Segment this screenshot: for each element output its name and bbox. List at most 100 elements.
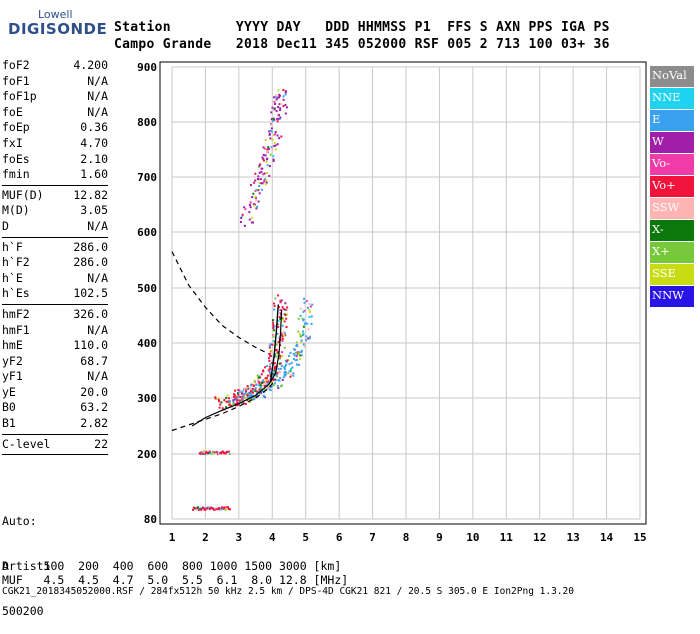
trace-point [290,373,293,376]
trace-point [268,388,271,391]
trace-point [199,452,202,455]
trace-point [254,390,257,393]
trace-point [262,370,265,373]
y-tick-label: 300 [137,392,157,405]
trace-point [234,394,237,397]
trace-point [274,148,277,151]
param-value: 68.7 [80,353,108,368]
param-row: hmF2 326.0 [2,307,108,323]
trace-point [238,389,241,392]
param-name: hmE [2,338,23,353]
trace-point [272,339,275,342]
trace-point [248,218,251,221]
trace-point [242,393,245,396]
h-profile-line [269,304,279,382]
trace-point [253,396,256,399]
trace-point [286,313,289,316]
trace-point [264,377,267,380]
dashed-curve-upper [171,251,270,355]
trace-point [273,308,276,311]
trace-point [260,188,263,191]
legend: NoVal NNE E W Vo- Vo+ SSW X- X+ SSE NNW [650,66,694,308]
trace-point [303,309,306,312]
param-name: h`E [2,270,23,285]
trace-point [212,507,215,510]
trace-point [285,361,288,364]
trace-point [255,383,258,386]
trace-point [273,118,276,121]
legend-item-ssw: SSW [650,198,694,219]
param-row: yE 20.0 [2,385,108,401]
trace-point [288,363,291,366]
trace-point [219,403,222,406]
param-value: 3.05 [80,203,108,218]
trace-point [276,120,279,123]
trace-point [260,373,263,376]
trace-point [251,216,254,219]
trace-point [273,371,276,374]
trace-point [260,182,263,185]
trace-point [275,371,278,374]
trace-point [257,200,260,203]
param-name: h`Es [2,286,30,301]
trace-point [268,352,271,355]
trace-point [247,387,250,390]
trace-point [241,390,244,393]
trace-point [282,307,285,310]
trace-point [240,216,243,219]
param-value: N/A [87,270,108,285]
trace-point [249,384,252,387]
muf-row: MUF 4.5 4.5 4.7 5.0 5.5 6.1 8.0 12.8 [MH… [2,573,349,587]
x-tick-label: 7 [369,531,376,544]
trace-point [271,138,274,141]
trace-point [305,335,308,338]
trace-point [285,363,288,366]
trace-point [201,451,204,454]
trace-point [268,365,271,368]
trace-point [278,93,281,96]
trace-point [281,339,284,342]
trace-point [259,163,262,166]
trace-point [263,179,266,182]
ionogram-chart: 1 2 3 4 5 6 7 8 9 10 11 12 13 14 158020030040050060070… [137,61,647,544]
trace-point [272,334,275,337]
trace-point [266,157,269,160]
trace-point [265,171,268,174]
trace-point [253,181,256,184]
trace-point [247,393,250,396]
trace-point [237,388,240,391]
trace-point [268,344,271,347]
x-tick-label: 4 [269,531,276,544]
trace-point [266,379,269,382]
trace-point [284,365,287,368]
trace-point [282,376,285,379]
trace-point [262,394,265,397]
param-name: B1 [2,416,16,431]
param-value: 2.10 [80,151,108,166]
trace-point [301,317,304,320]
trace-point [249,201,252,204]
trace-point [267,146,270,149]
trace-point [272,155,275,158]
x-tick-label: 2 [202,531,209,544]
trace-point [275,96,278,99]
trace-point [310,322,313,325]
trace-point [228,452,231,455]
y-tick-label: 900 [137,61,157,74]
trace-point [291,366,294,369]
trace-point [261,173,264,176]
trace-point [297,330,300,333]
param-name: foF1p [2,89,37,104]
trace-point [267,382,270,385]
trace-point [195,508,198,511]
trace-point [264,366,267,369]
trace-point [221,506,224,509]
param-row: h`Es 102.5 [2,286,108,302]
trace-point [227,506,230,509]
legend-item-nnw: NNW [650,286,694,307]
trace-point [228,400,231,403]
trace-point [284,91,287,94]
trace-point [296,351,299,354]
trace-point [272,325,275,328]
trace-point [303,301,306,304]
